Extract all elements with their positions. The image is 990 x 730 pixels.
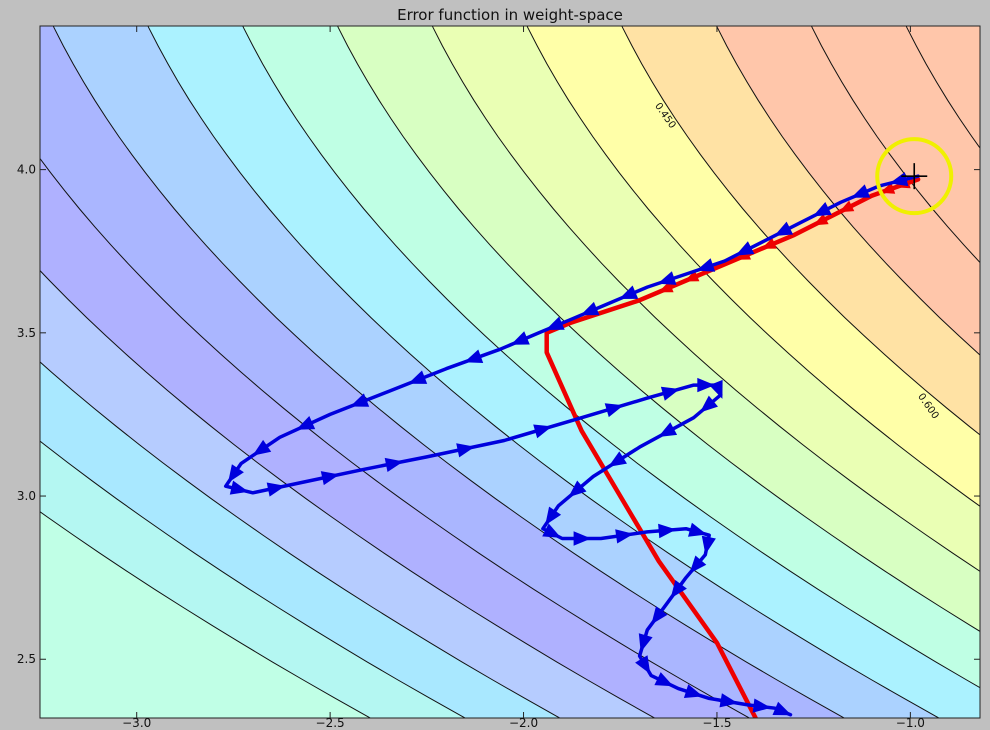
contour-line-7	[147, 26, 940, 718]
momentum-arrow	[266, 482, 286, 497]
current-weight-marker	[875, 137, 954, 216]
contour-line-10	[431, 26, 980, 572]
momentum-arrow	[719, 693, 738, 708]
momentum-arrow	[697, 377, 715, 393]
x-tick-label: −3.0	[122, 716, 151, 730]
momentum-arrow	[580, 301, 600, 316]
momentum-arrow	[568, 480, 587, 498]
momentum-arrow	[812, 202, 832, 217]
batch-arrow	[838, 200, 855, 213]
momentum-arrow	[320, 471, 340, 486]
contour-line-3	[40, 361, 561, 718]
batch-arrow	[761, 237, 777, 249]
contour-line-5	[40, 157, 751, 718]
momentum-arrow	[658, 523, 677, 539]
momentum-arrow	[384, 457, 404, 472]
momentum-arrow	[670, 580, 687, 599]
y-tick-label: 3.5	[17, 326, 36, 340]
momentum-arrow	[696, 258, 716, 272]
momentum-arrow	[709, 379, 723, 399]
momentum-path-line	[223, 174, 920, 717]
momentum-arrow	[660, 386, 680, 401]
momentum-arrow	[772, 701, 792, 716]
momentum-arrow	[658, 422, 678, 437]
contour-band-0	[40, 511, 371, 718]
contour-fill-bands	[40, 26, 980, 718]
momentum-arrow	[252, 439, 272, 456]
momentum-arrow	[774, 221, 794, 236]
contour-band-10	[432, 26, 980, 572]
momentum-arrow	[654, 672, 674, 687]
plot-area	[40, 26, 980, 718]
momentum-arrow	[350, 393, 370, 407]
x-axis: −3.0 −2.5 −2.0 −1.5 −1.0	[122, 26, 925, 730]
momentum-arrow	[752, 698, 771, 713]
momentum-arrow	[688, 522, 707, 537]
momentum-arrow	[604, 403, 624, 418]
batch-arrow	[684, 270, 700, 282]
x-tick-label: −2.5	[316, 716, 345, 730]
momentum-arrow	[296, 416, 316, 430]
x-tick-label: −2.0	[509, 716, 538, 730]
descent-paths	[223, 172, 921, 718]
contour-line-12	[621, 26, 980, 436]
momentum-arrow	[657, 271, 677, 285]
momentum-arrow	[701, 535, 716, 555]
momentum-arrow	[689, 555, 707, 574]
batch-path-line	[544, 177, 921, 718]
momentum-arrow	[608, 451, 627, 467]
contour-line-9	[336, 26, 980, 632]
contour-line-13	[716, 26, 980, 356]
momentum-arrow	[619, 285, 639, 299]
contour-line-1	[40, 511, 372, 718]
momentum-arrow	[456, 443, 475, 458]
x-tick-label: −1.5	[702, 716, 731, 730]
contour-band-9	[337, 26, 980, 632]
momentum-arrow	[615, 529, 634, 544]
contour-band-8	[242, 26, 980, 688]
batch-arrow	[813, 213, 829, 226]
momentum-arrow	[464, 349, 484, 363]
highlight-circle	[875, 137, 954, 216]
contour-line-11	[526, 26, 980, 507]
contour-line-8	[242, 26, 980, 689]
momentum-arrow	[229, 480, 249, 495]
chart-title: Error function in weight-space	[397, 6, 623, 24]
momentum-arrow	[699, 395, 718, 413]
momentum-arrow	[735, 241, 755, 256]
contour-line-4	[40, 269, 656, 718]
y-tick-label: 2.5	[17, 652, 36, 666]
momentum-arrow	[228, 464, 244, 483]
contour-band-11	[527, 26, 980, 507]
momentum-arrow	[408, 370, 428, 384]
momentum-arrow	[683, 684, 703, 698]
contour-band-7	[147, 26, 980, 718]
batch-arrow	[879, 182, 896, 194]
y-tick-label: 3.0	[17, 489, 36, 503]
momentum-arrow	[638, 633, 653, 653]
contour-line-6	[52, 26, 846, 718]
contour-band-6	[53, 26, 939, 718]
contour-band-13	[716, 26, 980, 356]
plot-frame	[39, 25, 981, 719]
momentum-arrow	[545, 316, 565, 330]
momentum-arrow	[651, 606, 668, 625]
momentum-arrow	[510, 331, 530, 345]
contour-lines	[40, 26, 980, 718]
contour-line-14	[810, 26, 980, 264]
momentum-arrow	[851, 184, 871, 198]
contour-line-2	[40, 440, 467, 718]
momentum-arrow	[542, 523, 562, 538]
contour-line-15	[905, 26, 980, 149]
momentum-arrow	[635, 655, 651, 674]
x-tick-label: −1.0	[896, 716, 925, 730]
momentum-arrow	[533, 424, 553, 439]
momentum-arrow	[573, 531, 592, 546]
momentum-arrow	[545, 506, 562, 526]
y-tick-label: 4.0	[17, 163, 36, 177]
y-axis: 2.5 3.0 3.5 4.0	[17, 163, 980, 666]
